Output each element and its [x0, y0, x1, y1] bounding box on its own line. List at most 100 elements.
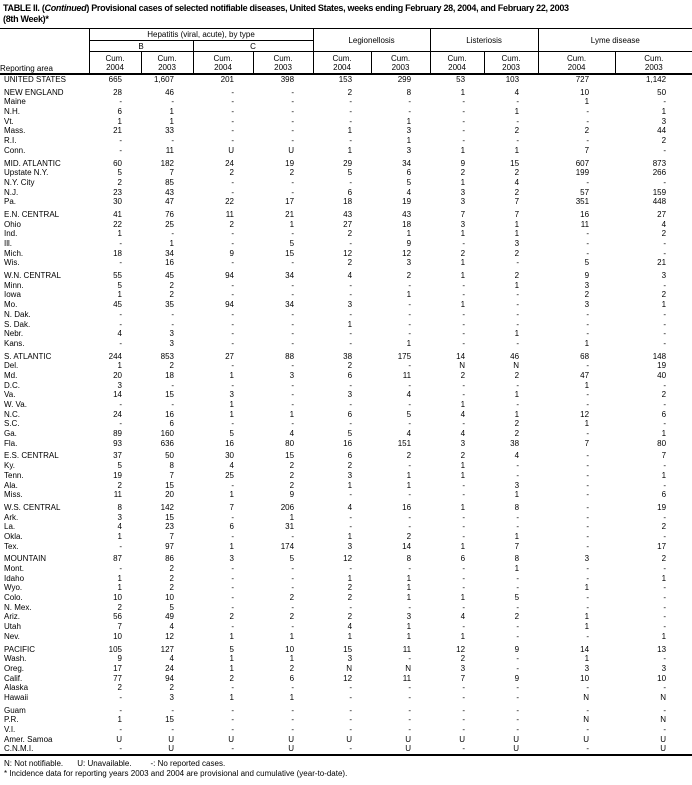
footnote: * Incidence data for reporting years 200… [4, 768, 348, 778]
cum-header-cell: Cum. 2003 [252, 51, 314, 75]
table-body: UNITED STATES 665 1,607 201 398 153 299 53 103 72… [0, 74, 692, 755]
value-cell: 1 [460, 177, 466, 187]
reporting-area-cell: N.Y. City [4, 177, 35, 187]
value-cell: 1 [117, 361, 122, 371]
reporting-area-cell: Amer. Samoa [4, 734, 53, 744]
value-cell: 199 [575, 168, 590, 178]
page-title: TABLE II. (Continued) Provisional cases … [3, 3, 691, 25]
value-cell: 1 [229, 663, 234, 673]
value-cell: - [291, 380, 295, 390]
value-cell: 1 [406, 480, 412, 490]
value-cell: - [231, 329, 234, 339]
value-cell: 10 [113, 593, 122, 603]
value-cell: 15 [510, 158, 520, 168]
value-cell: 1 [117, 531, 122, 541]
value-cell: 2 [229, 673, 234, 683]
value-cell: 351 [575, 197, 590, 207]
reporting-area-cell: NEW ENGLAND [4, 87, 64, 97]
table-row: Hawaii - 3 1 1 - - - - N N [0, 693, 692, 703]
value-cell: 1 [289, 512, 295, 522]
value-cell: 6 [289, 673, 295, 683]
value-cell: 2 [661, 390, 667, 400]
table-row: PACIFIC 105 127 5 10 15 11 12 9 14 13 [0, 642, 692, 655]
value-cell: 3 [460, 219, 466, 229]
table-row: N. Dak. - - - - - - - - - - [0, 310, 692, 320]
table-row: N.J. 23 43- -6 4 3 2 57 159 [0, 188, 692, 198]
value-cell: - [119, 725, 122, 735]
value-cell: 1 [229, 541, 234, 551]
value-cell: - [516, 705, 520, 715]
value-cell: 1 [169, 107, 174, 117]
value-cell: 50 [165, 451, 174, 461]
value-cell: - [291, 97, 295, 107]
value-cell: - [462, 280, 466, 290]
value-cell: - [663, 177, 667, 187]
value-cell: U [116, 734, 122, 744]
table-row: S.C. - 6 - - - - - 2 1 - [0, 419, 692, 429]
cum-header-cell: Cum. 2003 [483, 51, 539, 75]
value-cell: 8 [514, 502, 520, 512]
value-cell: 23 [113, 187, 122, 197]
value-cell: 8 [514, 554, 520, 564]
value-cell: - [586, 602, 590, 612]
reporting-area-cell: Pa. [4, 197, 17, 207]
value-cell: - [516, 470, 520, 480]
value-cell: - [291, 290, 295, 300]
table-row: Ark. 3 15 - 1 - - - - - - [0, 513, 692, 523]
value-cell: 25 [225, 470, 234, 480]
value-cell: 266 [652, 168, 667, 178]
value-cell: 10 [657, 673, 667, 683]
value-cell: 2 [514, 248, 520, 258]
reporting-area-cell: Mo. [4, 300, 18, 310]
value-cell: 6 [347, 409, 353, 419]
value-cell: - [663, 512, 667, 522]
value-cell: - [119, 145, 122, 155]
value-cell: 38 [343, 351, 353, 361]
reporting-area-cell: Mich. [4, 248, 24, 258]
value-cell: 1 [347, 531, 353, 541]
value-cell: 1 [347, 480, 353, 490]
value-cell: - [663, 612, 667, 622]
value-cell: - [663, 145, 667, 155]
value-cell: 2 [514, 612, 520, 622]
value-cell: 1 [229, 490, 234, 500]
table-row: Mich. 18 34 9 15 12 12 2 2 - - [0, 249, 692, 259]
value-cell: 665 [108, 75, 122, 85]
value-cell: 4 [347, 271, 353, 281]
value-cell: - [231, 87, 234, 97]
value-cell: 1 [169, 239, 174, 249]
value-cell: 9 [514, 644, 520, 654]
value-cell: - [516, 116, 520, 126]
table-row: Mo. 45 35 94 34 3 - 1 - 3 1 [0, 300, 692, 310]
value-cell: - [462, 116, 466, 126]
value-cell: 1 [117, 715, 122, 725]
value-cell: 19 [657, 361, 667, 371]
title-prefix: TABLE II. ( [3, 3, 45, 13]
value-cell: - [462, 622, 466, 632]
value-cell: 3 [514, 239, 520, 249]
value-cell: - [349, 602, 353, 612]
table-row: La. 4 23 6 31 - - - - - 2 [0, 522, 692, 532]
value-cell: 2 [514, 429, 520, 439]
value-cell: - [462, 512, 466, 522]
value-cell: - [349, 683, 353, 693]
value-cell: - [408, 522, 412, 532]
value-cell: - [586, 593, 590, 603]
value-cell: 1 [406, 290, 412, 300]
value-cell: 16 [165, 409, 174, 419]
value-cell: 1 [661, 470, 667, 480]
value-cell: - [462, 329, 466, 339]
value-cell: U [346, 734, 353, 744]
value-cell: 7 [584, 145, 590, 155]
value-cell: 3 [661, 116, 667, 126]
reporting-area-cell: W. Va. [4, 400, 27, 410]
value-cell: - [462, 490, 466, 500]
value-cell: 206 [280, 502, 295, 512]
value-cell: 16 [402, 502, 412, 512]
value-cell: 175 [397, 351, 412, 361]
value-cell: 27 [343, 219, 353, 229]
value-cell: 3 [584, 300, 590, 310]
value-cell: 7 [169, 470, 174, 480]
value-cell: - [462, 715, 466, 725]
value-cell: 2 [460, 451, 466, 461]
